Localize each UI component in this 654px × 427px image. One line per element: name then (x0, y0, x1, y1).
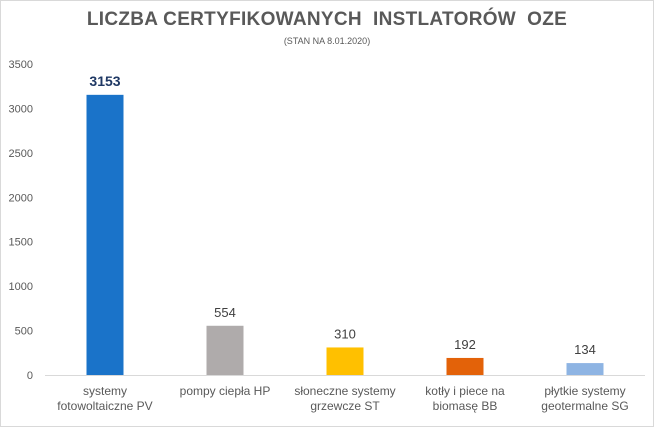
y-tick-label: 1500 (9, 237, 33, 249)
data-label: 554 (214, 305, 236, 320)
y-tick-label: 1000 (9, 281, 33, 293)
y-tick-label: 3500 (9, 59, 33, 71)
data-label: 3153 (89, 73, 120, 89)
bar (86, 94, 124, 375)
chart-title: LICZBA CERTYFIKOWANYCH INSTLATORÓW OZE (86, 9, 568, 30)
category-label: kotły i piece na (425, 384, 505, 398)
y-tick-label: 500 (15, 326, 33, 338)
y-tick-label: 2000 (9, 192, 33, 204)
bar (326, 347, 364, 375)
category-label: fotowoltaiczne PV (57, 399, 152, 413)
y-tick-label: 2500 (9, 148, 33, 160)
category-label: pompy ciepła HP (180, 384, 271, 398)
bars (86, 94, 604, 375)
category-label: płytkie systemy (544, 384, 625, 398)
chart-subtitle: (STAN NA 8.01.2020) (283, 36, 371, 46)
bar (206, 325, 244, 375)
y-tick-label: 0 (27, 370, 33, 382)
y-tick-label: 3000 (9, 103, 33, 115)
bar (566, 363, 604, 375)
category-label: grzewcze ST (310, 399, 380, 413)
y-axis: 0 500 1000 1500 2000 2500 3000 3500 (9, 59, 33, 382)
category-label: systemy (83, 384, 127, 398)
data-label: 310 (334, 326, 356, 341)
bar (446, 357, 484, 375)
data-label: 134 (574, 342, 596, 357)
data-labels: 3153 554 310 192 134 (89, 73, 595, 357)
category-label: biomasę BB (433, 399, 498, 413)
category-label: słoneczne systemy (294, 384, 395, 398)
category-label: geotermalne SG (541, 399, 628, 413)
data-label: 192 (454, 337, 476, 352)
